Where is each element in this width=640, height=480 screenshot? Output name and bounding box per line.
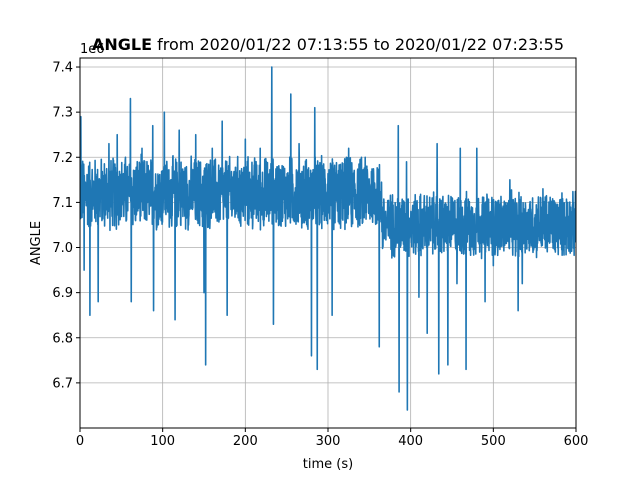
x-tick-label: 100 <box>150 434 175 449</box>
y-tick-label: 7.1 <box>52 196 73 211</box>
y-tick-label: 6.8 <box>52 331 73 346</box>
y-tick-label: 6.9 <box>52 286 73 301</box>
x-tick-label: 300 <box>316 434 341 449</box>
y-tick-label: 6.7 <box>52 376 73 391</box>
y-tick-label: 7.2 <box>52 151 73 166</box>
series-line <box>80 66 576 411</box>
y-tick-label: 7.4 <box>52 61 73 76</box>
y-axis-offset-label: 1e6 <box>80 42 105 57</box>
axis-ticks: 0 100 200 300 400 500 600 6.7 6.8 6.9 7.0 7.1 7.2 7.3… <box>52 61 588 449</box>
x-tick-label: 600 <box>564 434 589 449</box>
x-tick-label: 400 <box>398 434 423 449</box>
x-tick-label: 200 <box>233 434 258 449</box>
chart-title: ANGLE from 2020/01/22 07:13:55 to 2020/0… <box>92 35 564 54</box>
chart-title-rest: from 2020/01/22 07:13:55 to 2020/01/22 0… <box>152 35 564 54</box>
x-tick-label: 0 <box>76 434 84 449</box>
y-tick-label: 7.0 <box>52 241 73 256</box>
y-axis-label: ANGLE <box>29 221 44 265</box>
x-tick-label: 500 <box>481 434 506 449</box>
x-axis-label: time (s) <box>303 457 353 472</box>
y-tick-label: 7.3 <box>52 106 73 121</box>
chart-title-bold: ANGLE <box>92 35 152 54</box>
series-ANGLE <box>80 66 576 411</box>
